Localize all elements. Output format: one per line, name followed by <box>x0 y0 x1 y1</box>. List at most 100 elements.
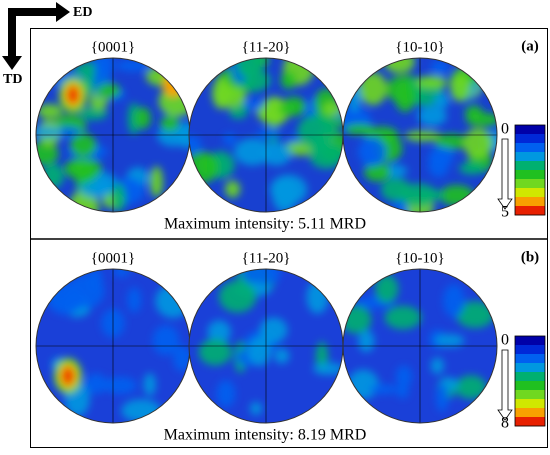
colorbar-arrow <box>497 349 513 421</box>
colorbar-segment <box>515 125 545 135</box>
blob <box>416 75 448 89</box>
pole-outline <box>342 268 498 424</box>
blob <box>70 133 97 158</box>
peak <box>63 368 73 384</box>
blob <box>69 190 99 212</box>
blob <box>364 162 391 182</box>
blob <box>278 102 296 116</box>
blob <box>433 93 450 109</box>
colorbar-segment <box>515 372 545 382</box>
caption: Maximum intensity: 5.11 MRD <box>164 216 366 233</box>
blob <box>84 373 108 394</box>
colorbar-segment <box>515 363 545 373</box>
blob <box>380 177 411 202</box>
colorbar-segment <box>515 134 545 144</box>
blob <box>213 85 246 108</box>
blob <box>234 138 271 166</box>
blob <box>455 375 487 400</box>
blob <box>428 146 455 167</box>
pole-figure-title: {11-20} <box>242 250 291 266</box>
pole-figure <box>343 269 497 423</box>
pole-figure <box>36 269 190 423</box>
blob <box>395 365 413 388</box>
blob <box>404 130 442 142</box>
colorbar-segment <box>515 188 545 198</box>
blob <box>127 102 140 135</box>
td-label: TD <box>3 72 22 87</box>
pole-figure-title: {10-10} <box>395 39 444 55</box>
colorbar-segment <box>515 336 545 346</box>
blob <box>160 116 180 132</box>
blob <box>274 348 290 364</box>
frame <box>30 28 548 448</box>
colorbar-segment <box>515 170 545 180</box>
colorbar-segment <box>515 399 545 409</box>
scale-min: 0 <box>501 332 509 349</box>
colorbar-segment <box>515 417 545 427</box>
blob <box>434 133 468 150</box>
colorbar-segment <box>515 354 545 364</box>
pole-figure-title: {0001} <box>91 39 135 55</box>
blob <box>113 269 131 277</box>
blob <box>435 383 449 412</box>
colorbar-frame <box>514 124 546 216</box>
colorbar-arrow <box>497 138 513 210</box>
blob <box>455 301 495 328</box>
blob <box>173 345 190 372</box>
blob <box>198 338 232 366</box>
pole-outline <box>342 57 498 213</box>
colorbar-segment <box>515 206 545 216</box>
orientation-arrows <box>2 2 70 70</box>
colorbar-segment <box>515 179 545 189</box>
peak <box>68 87 78 103</box>
panel-label: (b) <box>521 249 539 265</box>
blob <box>358 71 388 106</box>
blob <box>313 362 343 375</box>
blob <box>239 66 255 78</box>
blob <box>463 128 493 159</box>
caption: Maximum intensity: 8.19 MRD <box>164 427 367 444</box>
blob <box>430 357 444 375</box>
blob <box>250 402 263 415</box>
blob <box>465 105 483 121</box>
panel-label: (a) <box>521 38 539 54</box>
blob <box>309 135 326 154</box>
blob <box>280 71 297 90</box>
blob <box>207 320 231 344</box>
blob <box>443 284 465 318</box>
colorbar-segment <box>515 197 545 207</box>
blob <box>450 73 471 102</box>
blob <box>369 384 398 395</box>
blob <box>103 376 137 395</box>
blob <box>36 126 63 138</box>
blob <box>224 180 241 198</box>
blob <box>79 180 113 198</box>
blob <box>155 284 190 318</box>
blob <box>261 96 288 127</box>
peak <box>163 73 183 97</box>
pole-figure <box>189 58 343 212</box>
blob <box>297 114 337 148</box>
blob <box>383 58 415 74</box>
blob <box>127 287 142 313</box>
ed-label: ED <box>73 5 92 20</box>
pole-figure <box>343 58 497 212</box>
blob <box>42 163 64 189</box>
blob <box>256 128 281 139</box>
intensity-blobs <box>46 269 190 423</box>
colorbar-segment <box>515 381 545 391</box>
blob <box>111 183 126 212</box>
blob <box>149 166 164 198</box>
colorbar-segment <box>515 161 545 171</box>
colorbar-frame <box>514 335 546 427</box>
blob <box>218 280 257 313</box>
intensity-blobs <box>198 269 343 415</box>
blob <box>430 60 450 76</box>
blob <box>417 105 447 127</box>
blob <box>78 106 108 121</box>
blob <box>358 137 387 167</box>
blob <box>247 336 272 367</box>
scale-max: 8 <box>501 415 509 432</box>
blob <box>434 333 465 348</box>
